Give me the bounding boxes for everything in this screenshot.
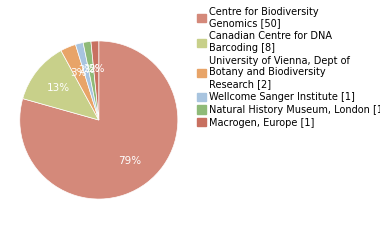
Wedge shape (83, 41, 99, 120)
Wedge shape (23, 51, 99, 120)
Text: 2%: 2% (83, 64, 100, 74)
Text: 79%: 79% (118, 156, 141, 166)
Text: 2%: 2% (88, 64, 105, 74)
Legend: Centre for Biodiversity
Genomics [50], Canadian Centre for DNA
Barcoding [8], Un: Centre for Biodiversity Genomics [50], C… (195, 5, 380, 130)
Text: 2%: 2% (78, 65, 94, 75)
Wedge shape (91, 41, 99, 120)
Wedge shape (61, 44, 99, 120)
Text: 13%: 13% (47, 83, 70, 93)
Wedge shape (76, 42, 99, 120)
Wedge shape (20, 41, 178, 199)
Text: 3%: 3% (71, 68, 87, 78)
